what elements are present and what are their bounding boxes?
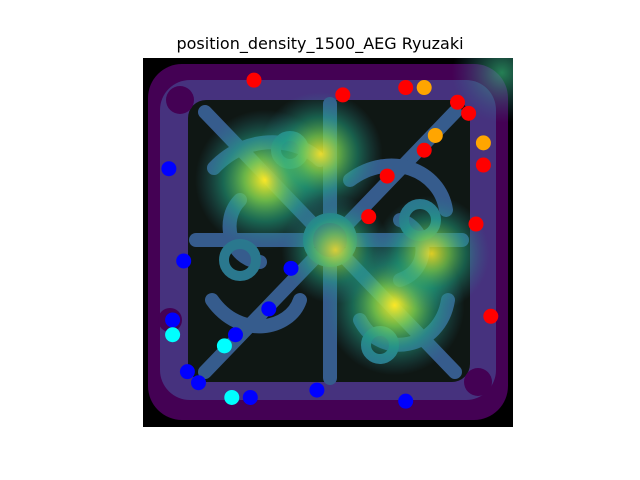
scatter-point-blue (242, 389, 258, 405)
scatter-point-red (450, 94, 465, 110)
map-background (143, 58, 513, 427)
scatter-point-orange (416, 80, 432, 96)
chart-title: position_density_1500_AEG Ryuzaki (176, 34, 464, 53)
density-peak (373, 195, 490, 312)
scatter-point-red (483, 308, 499, 324)
scatter-point-cyan (216, 338, 232, 354)
scatter-point-cyan (224, 389, 240, 405)
scatter-point-blue (165, 312, 181, 328)
scatter-point-orange (427, 127, 443, 143)
density-peak (258, 91, 383, 216)
scatter-point-blue (398, 393, 414, 409)
scatter-point-red (475, 157, 491, 173)
scatter-point-blue (176, 253, 192, 269)
scatter-point-red (416, 142, 432, 158)
scatter-point-red (335, 87, 351, 103)
scatter-point-orange (475, 135, 491, 151)
scatter-point-blue (261, 301, 277, 317)
scatter-point-red (398, 80, 414, 96)
scatter-point-red (468, 216, 484, 232)
scatter-point-cyan (165, 327, 181, 343)
scatter-point-red (461, 105, 477, 121)
scatter-point-blue (309, 382, 325, 398)
scatter-point-blue (179, 364, 195, 380)
scatter-point-blue (283, 260, 299, 276)
scatter-point-red (246, 72, 262, 88)
scatter-point-blue (191, 375, 206, 391)
density-peak (281, 195, 390, 304)
scatter-points (161, 72, 499, 409)
scatter-point-red (379, 168, 395, 184)
scatter-point-red (361, 209, 377, 225)
scatter-point-blue (161, 161, 177, 177)
scatter-point-blue (228, 327, 243, 343)
